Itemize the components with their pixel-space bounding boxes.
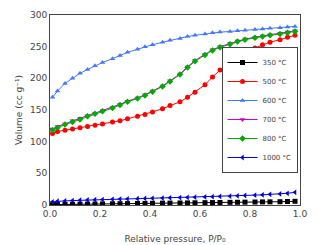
svg-text:50: 50 xyxy=(36,168,48,178)
svg-text:700 °C: 700 °C xyxy=(263,116,287,124)
svg-text:100: 100 xyxy=(30,137,47,147)
svg-text:600 °C: 600 °C xyxy=(263,97,287,105)
svg-text:0.6: 0.6 xyxy=(193,209,208,219)
svg-text:1000 °C: 1000 °C xyxy=(263,154,292,162)
svg-text:200: 200 xyxy=(30,73,47,83)
svg-text:Volume (cc g⁻¹): Volume (cc g⁻¹) xyxy=(14,75,24,145)
svg-text:0.4: 0.4 xyxy=(143,209,158,219)
svg-text:1.0: 1.0 xyxy=(293,209,308,219)
svg-text:500 °C: 500 °C xyxy=(263,78,287,86)
svg-text:250: 250 xyxy=(30,42,47,52)
svg-text:0.2: 0.2 xyxy=(93,209,107,219)
svg-text:800 °C: 800 °C xyxy=(263,135,287,143)
svg-text:0.8: 0.8 xyxy=(243,209,258,219)
svg-text:300: 300 xyxy=(30,10,47,20)
svg-text:0.0: 0.0 xyxy=(43,209,58,219)
svg-text:150: 150 xyxy=(30,105,47,115)
svg-text:0: 0 xyxy=(41,200,47,210)
svg-text:350 °C: 350 °C xyxy=(263,59,287,67)
svg-text:Relative pressure, P/P₀: Relative pressure, P/P₀ xyxy=(124,234,226,244)
